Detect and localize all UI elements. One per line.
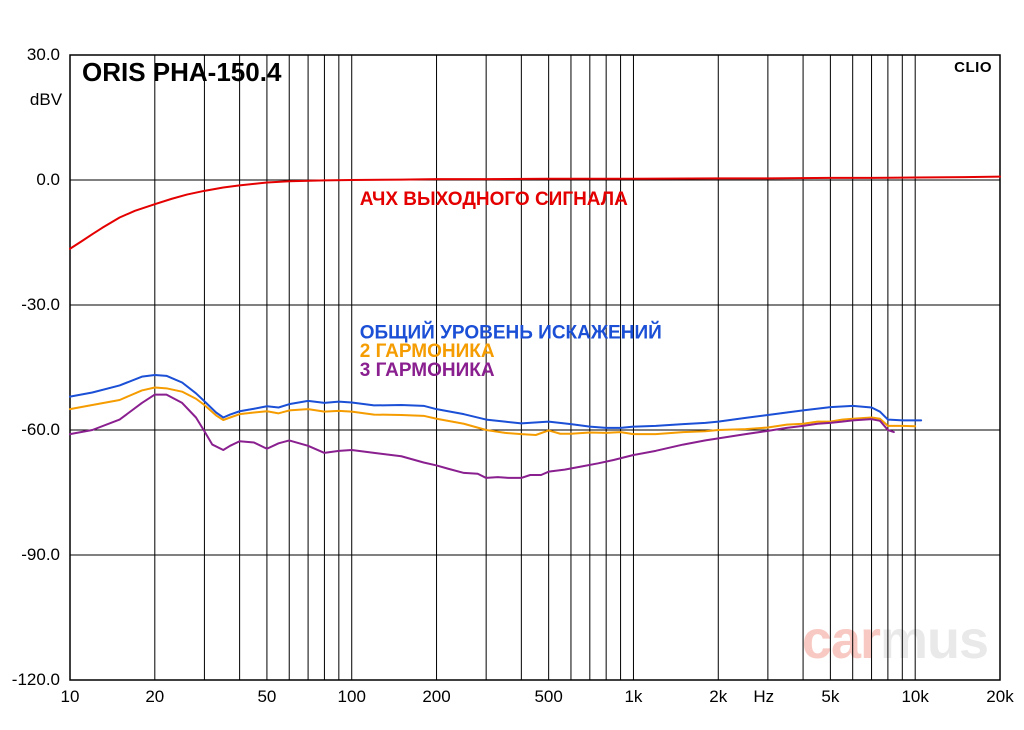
plot-border (70, 55, 1000, 680)
chart-title: ORIS PHA-150.4 (82, 57, 282, 87)
series-freq-response (70, 177, 1000, 249)
legend-thd-total: ОБЩИЙ УРОВЕНЬ ИСКАЖЕНИЙ (360, 321, 662, 343)
y-tick-label: 0.0 (36, 170, 60, 189)
x-tick-label: 100 (338, 687, 366, 706)
x-tick-label: 20k (986, 687, 1014, 706)
watermark-b: mus (880, 610, 988, 670)
y-tick-label: -120.0 (12, 670, 60, 689)
x-tick-label: 10k (901, 687, 929, 706)
chart-svg: carmus 30.0 0.0 -30.0 -60.0 -90.0 -120.0 dBV 10 2… (0, 0, 1024, 730)
y-tick-label: -60.0 (21, 420, 60, 439)
y-axis-label: dBV (30, 90, 63, 109)
series-3rd-harmonic (70, 395, 894, 478)
x-tick-label: 10 (61, 687, 80, 706)
y-tick-label: 30.0 (27, 45, 60, 64)
x-tick-label: 50 (257, 687, 276, 706)
watermark-a: car (802, 610, 881, 670)
legend-3rd-harmonic: 3 ГАРМОНИКА (360, 360, 495, 381)
x-tick-label: 2k (709, 687, 727, 706)
grid (70, 55, 1000, 680)
x-tick-label: 20 (145, 687, 164, 706)
x-tick-label: 500 (534, 687, 562, 706)
y-tick-label: -30.0 (21, 295, 60, 314)
x-tick-label: 1k (624, 687, 642, 706)
x-tick-label: 200 (422, 687, 450, 706)
x-axis-label: Hz (753, 687, 774, 706)
chart-container: carmus 30.0 0.0 -30.0 -60.0 -90.0 -120.0 dBV 10 2… (0, 0, 1024, 730)
brand-label: CLIO (954, 59, 992, 76)
x-tick-label: 5k (821, 687, 839, 706)
y-tick-label: -90.0 (21, 545, 60, 564)
legend-freq-response: АЧХ ВЫХОДНОГО СИГНАЛА (360, 189, 628, 210)
